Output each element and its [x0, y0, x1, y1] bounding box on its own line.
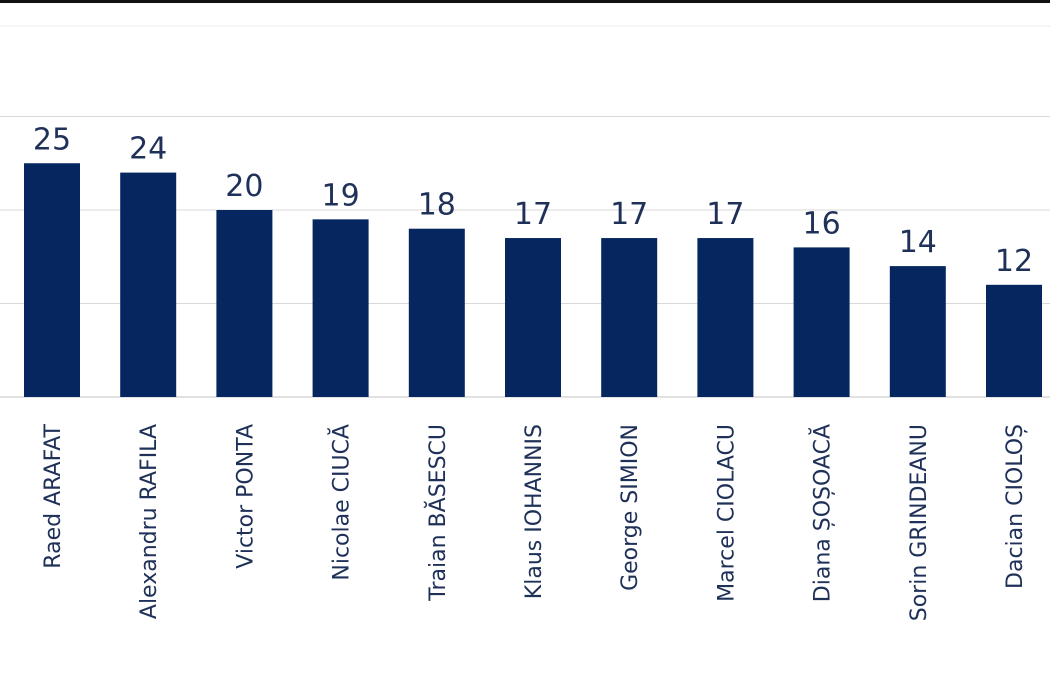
category-label: Diana ȘOȘOACĂ: [809, 424, 836, 602]
category-label: Dacian CIOLOȘ: [1003, 424, 1028, 589]
category-label: Raed ARAFAT: [41, 423, 66, 568]
data-labels: 25 24 20 19 18 17 17 17 16 14 12: [33, 122, 1033, 279]
data-label: 17: [706, 197, 744, 232]
data-label: 16: [803, 206, 841, 241]
bar: [120, 172, 177, 397]
category-label: Victor PONTA: [233, 424, 258, 569]
category-label: Traian BĂSESCU: [424, 424, 451, 602]
bar: [312, 219, 369, 397]
data-label: 14: [899, 225, 937, 260]
bar: [216, 210, 273, 397]
bars: [24, 163, 1042, 397]
category-label: Klaus IOHANNIS: [522, 424, 547, 599]
bar: [697, 238, 754, 397]
bar: [505, 238, 561, 397]
bar: [601, 238, 658, 397]
bar: [24, 163, 80, 397]
category-label: George SIMION: [618, 424, 643, 591]
data-label: 12: [995, 244, 1033, 279]
bar: [986, 284, 1042, 397]
category-label: Alexandru RAFILA: [137, 424, 162, 619]
data-label: 19: [322, 178, 360, 213]
top-border: [0, 0, 1050, 3]
data-label: 24: [129, 132, 167, 167]
category-label: Nicolae CIUCĂ: [328, 424, 355, 581]
category-label: Sorin GRINDEANU: [907, 424, 932, 621]
bar: [408, 228, 465, 397]
category-labels: Raed ARAFAT Alexandru RAFILA Victor PONTA N…: [41, 423, 1028, 621]
category-label: Marcel CIOLACU: [714, 424, 739, 602]
bar: [889, 266, 946, 397]
data-label: 25: [33, 122, 71, 157]
data-label: 17: [514, 197, 552, 232]
data-label: 17: [610, 197, 648, 232]
bar: [793, 247, 850, 397]
data-label: 18: [418, 188, 456, 223]
data-label: 20: [225, 169, 263, 204]
